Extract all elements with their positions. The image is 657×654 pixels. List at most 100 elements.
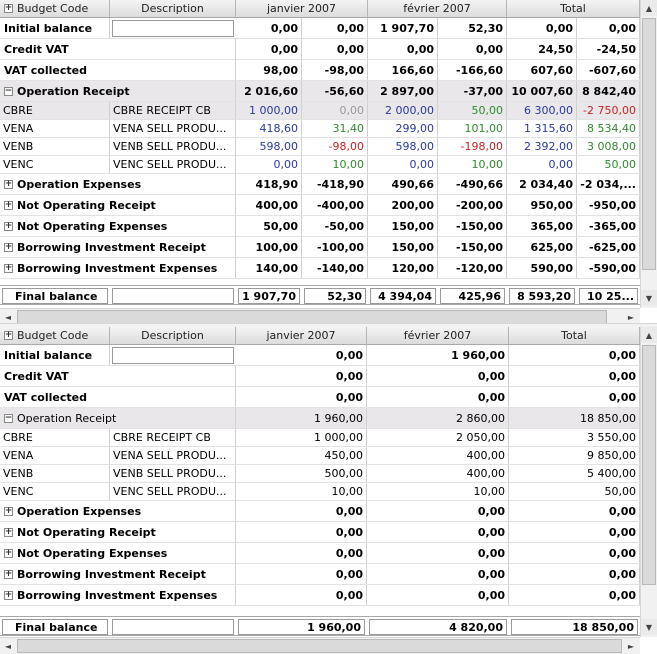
scroll-up-icon[interactable]: ▲	[641, 327, 657, 343]
table-row[interactable]: VENA VENA SELL PRODU... 450,00 400,00 9 850,…	[0, 447, 640, 465]
bottom-hscroll-thumb[interactable]	[17, 639, 622, 653]
final-balance-description[interactable]	[112, 619, 234, 635]
value-cell: 0,00	[236, 522, 367, 542]
expand-icon[interactable]: +	[4, 568, 13, 579]
column-header-4[interactable]: Total	[509, 327, 640, 344]
column-header-4[interactable]: Total	[507, 0, 640, 17]
table-row[interactable]: − Operation Receipt 2 016,60 -56,60 2 897,00…	[0, 81, 640, 102]
expand-icon[interactable]: +	[4, 526, 13, 537]
bottom-final-balance-row: Final balance 1 960,00 4 820,00 18 850,00	[0, 616, 640, 636]
table-row[interactable]: VENB VENB SELL PRODU... 598,00 -98,00 598,00…	[0, 138, 640, 156]
description-input[interactable]	[112, 347, 234, 364]
table-row[interactable]: VENC VENC SELL PRODU... 0,00 10,00 0,00 10,00…	[0, 156, 640, 174]
final-balance-label: Final balance	[2, 288, 108, 304]
column-header-2[interactable]: janvier 2007	[236, 327, 367, 344]
scroll-down-icon[interactable]: ▼	[641, 290, 657, 306]
top-hscroll-thumb[interactable]	[17, 310, 607, 324]
table-row[interactable]: Initial balance 0,00 0,00 1 907,70 52,30 0,00…	[0, 18, 640, 39]
table-row[interactable]: + Borrowing Investment Receipt 0,00 0,00 0,0…	[0, 564, 640, 585]
column-header-label: Description	[141, 2, 204, 15]
table-row[interactable]: VENC VENC SELL PRODU... 10,00 10,00 50,00	[0, 483, 640, 501]
scroll-up-icon[interactable]: ▲	[641, 0, 657, 16]
row-label: Borrowing Investment Expenses	[17, 588, 218, 602]
column-header-1[interactable]: Description	[110, 327, 236, 344]
table-row[interactable]: + Borrowing Investment Expenses 0,00 0,00 0,…	[0, 585, 640, 606]
table-row[interactable]: VAT collected 0,00 0,00 0,00	[0, 387, 640, 408]
expand-icon[interactable]: +	[4, 199, 13, 210]
value-cell: 0,00	[368, 156, 438, 173]
description-cell: VENB SELL PRODU...	[110, 138, 236, 155]
expand-icon[interactable]: +	[4, 241, 13, 252]
column-header-0[interactable]: + Budget Code	[0, 327, 110, 344]
column-header-0[interactable]: + Budget Code	[0, 0, 110, 17]
table-row[interactable]: + Operation Expenses 418,90 -418,90 490,66 -4…	[0, 174, 640, 195]
expand-icon[interactable]: +	[4, 220, 13, 231]
scroll-left-icon[interactable]: ◄	[4, 641, 12, 651]
table-row[interactable]: + Not Operating Expenses 50,00 -50,00 150,00…	[0, 216, 640, 237]
value-cell: 9 850,00	[509, 447, 640, 464]
top-vertical-scrollbar[interactable]: ▲ ▼	[640, 0, 657, 308]
bottom-vscroll-thumb[interactable]	[642, 345, 656, 585]
table-row[interactable]: VENA VENA SELL PRODU... 418,60 31,40 299,00 1…	[0, 120, 640, 138]
row-label: Initial balance	[4, 348, 93, 362]
value-cell: -24,50	[577, 39, 640, 59]
scroll-right-icon[interactable]: ►	[627, 641, 635, 651]
column-header-3[interactable]: février 2007	[367, 327, 509, 344]
expand-icon[interactable]: +	[4, 547, 13, 558]
value-cell: -150,00	[438, 237, 507, 257]
value-cell: 0,00	[236, 156, 302, 173]
value-cell: 100,00	[236, 237, 302, 257]
value-cell: 0,00	[236, 501, 367, 521]
budget-code-cell: VENA	[0, 447, 110, 464]
table-row[interactable]: Credit VAT 0,00 0,00 0,00	[0, 366, 640, 387]
description-input[interactable]	[112, 20, 234, 37]
row-label-cell: + Not Operating Receipt	[0, 522, 236, 542]
column-header-2[interactable]: janvier 2007	[236, 0, 368, 17]
expand-all-icon[interactable]: +	[4, 3, 13, 13]
budget-code-cell: CBRE	[0, 429, 110, 446]
top-vscroll-thumb[interactable]	[642, 18, 656, 270]
column-header-label: Description	[141, 329, 204, 342]
table-row[interactable]: Credit VAT 0,00 0,00 0,00 0,00 24,50 -24,50	[0, 39, 640, 60]
value-cell: -37,00	[438, 81, 507, 101]
scroll-left-icon[interactable]: ◄	[4, 312, 12, 322]
table-row[interactable]: VENB VENB SELL PRODU... 500,00 400,00 5 400,…	[0, 465, 640, 483]
expand-icon[interactable]: +	[4, 262, 13, 273]
value-cell: 50,00	[438, 102, 507, 119]
table-row[interactable]: + Not Operating Expenses 0,00 0,00 0,00	[0, 543, 640, 564]
final-balance-description[interactable]	[112, 288, 234, 304]
expand-all-icon[interactable]: +	[4, 330, 13, 340]
value-cell: -100,00	[302, 237, 368, 257]
value-cell: 5 400,00	[509, 465, 640, 482]
top-horizontal-scrollbar[interactable]: ◄ ►	[0, 308, 640, 325]
table-row[interactable]: CBRE CBRE RECEIPT CB 1 000,00 2 050,00 3 550…	[0, 429, 640, 447]
table-row[interactable]: VAT collected 98,00 -98,00 166,60 -166,60 607…	[0, 60, 640, 81]
table-row[interactable]: + Not Operating Receipt 0,00 0,00 0,00	[0, 522, 640, 543]
table-row[interactable]: − Operation Receipt 1 960,00 2 860,00 18 850…	[0, 408, 640, 429]
value-cell: 0,00	[509, 564, 640, 584]
row-label-cell: − Operation Receipt	[0, 81, 236, 101]
table-row[interactable]: + Borrowing Investment Receipt 100,00 -100,…	[0, 237, 640, 258]
scroll-right-icon[interactable]: ►	[627, 312, 635, 322]
value-cell: 418,60	[236, 120, 302, 137]
column-header-1[interactable]: Description	[110, 0, 236, 17]
final-balance-value: 1 960,00	[238, 619, 365, 635]
value-cell: 101,00	[438, 120, 507, 137]
scroll-down-icon[interactable]: ▼	[641, 619, 657, 635]
column-header-3[interactable]: février 2007	[368, 0, 507, 17]
column-header-label: janvier 2007	[266, 2, 337, 15]
collapse-icon[interactable]: −	[4, 412, 13, 423]
bottom-horizontal-scrollbar[interactable]: ◄ ►	[0, 637, 640, 654]
description-cell: VENC SELL PRODU...	[110, 156, 236, 173]
expand-icon[interactable]: +	[4, 178, 13, 189]
table-row[interactable]: + Not Operating Receipt 400,00 -400,00 200,0…	[0, 195, 640, 216]
expand-icon[interactable]: +	[4, 505, 13, 516]
table-row[interactable]: + Operation Expenses 0,00 0,00 0,00	[0, 501, 640, 522]
table-row[interactable]: + Borrowing Investment Expenses 140,00 -140…	[0, 258, 640, 279]
table-row[interactable]: Initial balance 0,00 1 960,00 0,00	[0, 345, 640, 366]
expand-icon[interactable]: +	[4, 589, 13, 600]
value-cell: 0,00	[507, 18, 577, 38]
table-row[interactable]: CBRE CBRE RECEIPT CB 1 000,00 0,00 2 000,00 5…	[0, 102, 640, 120]
collapse-icon[interactable]: −	[4, 85, 13, 96]
bottom-vertical-scrollbar[interactable]: ▲ ▼	[640, 327, 657, 637]
